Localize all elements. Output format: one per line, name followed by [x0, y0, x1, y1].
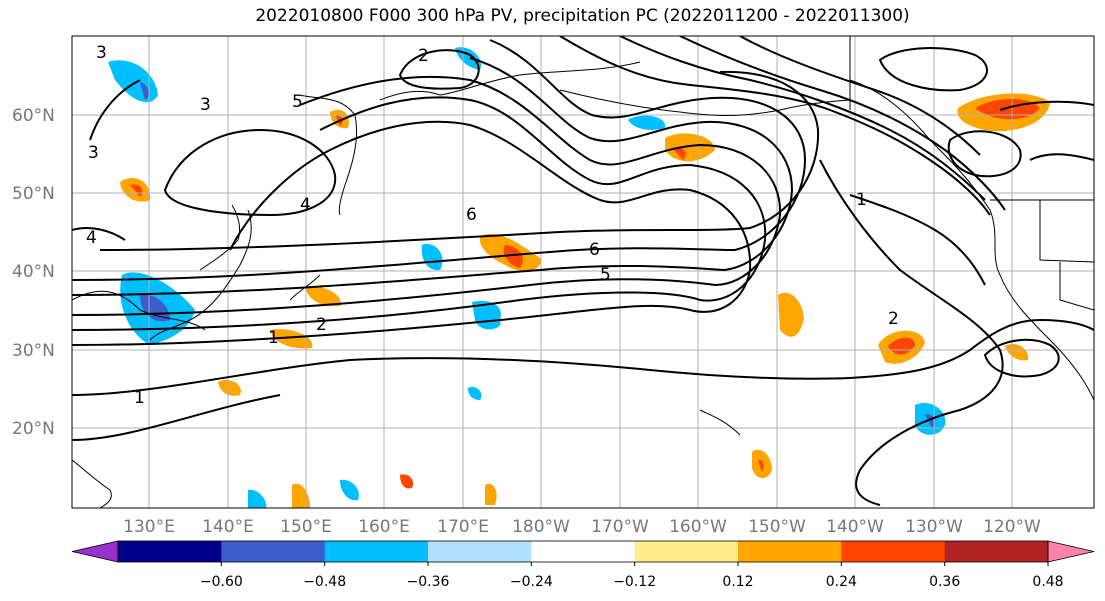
contour-label: 5 [600, 265, 611, 285]
contour-label: 3 [88, 143, 99, 163]
contour-label: 3 [96, 43, 107, 63]
lat-label: 50°N [12, 184, 55, 204]
contour-label: 4 [86, 228, 97, 248]
colorbar-tick-label: −0.36 [407, 574, 450, 590]
colorbar-segment [738, 541, 842, 562]
lon-label: 170°E [437, 517, 489, 537]
colorbar-tick-label: 0.36 [929, 574, 960, 590]
map-frame [71, 35, 1095, 509]
colorbar-extend-max [1047, 540, 1095, 563]
negative-anomaly-blob [108, 60, 158, 103]
lon-label: 130°W [905, 517, 963, 537]
colorbar-tick-label: −0.24 [510, 574, 553, 590]
positive-anomaly-blob [778, 292, 804, 337]
lat-label: 20°N [12, 419, 55, 439]
colorbar-segment [944, 541, 1049, 562]
contour-label: 2 [418, 46, 429, 66]
colorbar-segment [428, 541, 532, 562]
contour-label: 2 [888, 309, 899, 329]
contour-label: 1 [856, 190, 867, 210]
contour-label: 6 [589, 240, 600, 260]
contour-labels: 3 2 5 4 3 1 6 6 5 2 1 4 1 2 3 [86, 43, 899, 408]
contour-label: 4 [300, 195, 311, 215]
negative-anomaly-blob [455, 47, 481, 70]
colorbar-segment [634, 541, 739, 562]
graticule [72, 36, 1094, 508]
lat-label: 30°N [12, 341, 55, 361]
colorbar: −0.60 −0.48 −0.36 −0.24 −0.12 0.12 0.24 0.36 0.4… [71, 540, 1095, 590]
colorbar-segment [841, 541, 946, 562]
positive-anomaly-blob [479, 233, 541, 271]
negative-anomaly-blob [628, 115, 666, 130]
contour-label: 1 [134, 388, 145, 408]
lat-label: 60°N [12, 106, 55, 126]
lon-label: 160°W [669, 517, 727, 537]
negative-anomaly-blob [340, 479, 359, 501]
colorbar-tick-label: 0.48 [1032, 574, 1063, 590]
lon-label: 150°E [280, 517, 332, 537]
positive-anomaly-blob [400, 474, 414, 489]
contour-label: 5 [292, 92, 303, 112]
map-background [72, 36, 1094, 508]
lon-label: 140°W [826, 517, 884, 537]
colorbar-tick-label: −0.60 [200, 574, 243, 590]
longitude-axis: 130°E 140°E 150°E 160°E 170°E 180°W 170°… [123, 517, 1041, 537]
lon-label: 120°W [983, 517, 1041, 537]
contour-label: 6 [466, 205, 477, 225]
lon-label: 130°E [123, 517, 175, 537]
colorbar-segment [324, 541, 429, 562]
positive-anomaly-blob [218, 379, 241, 396]
lon-label: 170°W [591, 517, 649, 537]
lon-label: 140°E [202, 517, 254, 537]
precipitation-shading [108, 47, 1050, 508]
positive-anomaly-blob [1005, 343, 1029, 361]
lon-label: 180°W [512, 517, 570, 537]
positive-anomaly-blob [485, 483, 497, 505]
lat-label: 40°N [12, 262, 55, 282]
contour-label: 1 [268, 328, 279, 348]
lon-label: 150°W [748, 517, 806, 537]
colorbar-frame [117, 540, 1049, 563]
negative-anomaly-blob [248, 489, 267, 508]
colorbar-tick-label: −0.48 [303, 574, 346, 590]
latitude-axis: 60°N 50°N 40°N 30°N 20°N [12, 106, 55, 439]
colorbar-segment [221, 541, 326, 562]
positive-anomaly-blob [120, 178, 151, 202]
positive-anomaly-blob [752, 449, 772, 479]
negative-anomaly-blob [468, 386, 482, 400]
colorbar-tick-label: 0.24 [826, 574, 857, 590]
colorbar-segment [531, 541, 636, 562]
chart-title: 2022010800 F000 300 hPa PV, precipitatio… [255, 6, 910, 26]
colorbar-tick-label: 0.12 [722, 574, 753, 590]
contour-label: 3 [200, 95, 211, 115]
contour-label: 2 [316, 315, 327, 335]
negative-anomaly-blob [421, 244, 443, 271]
colorbar-extend-min [71, 540, 119, 563]
pv-contours [72, 36, 1094, 506]
positive-anomaly-blob [305, 286, 341, 307]
colorbar-tick-label: −0.12 [613, 574, 656, 590]
positive-anomaly-blob [665, 133, 715, 162]
positive-anomaly-blob [270, 329, 313, 349]
lon-label: 160°E [358, 517, 410, 537]
colorbar-segment [118, 541, 222, 562]
